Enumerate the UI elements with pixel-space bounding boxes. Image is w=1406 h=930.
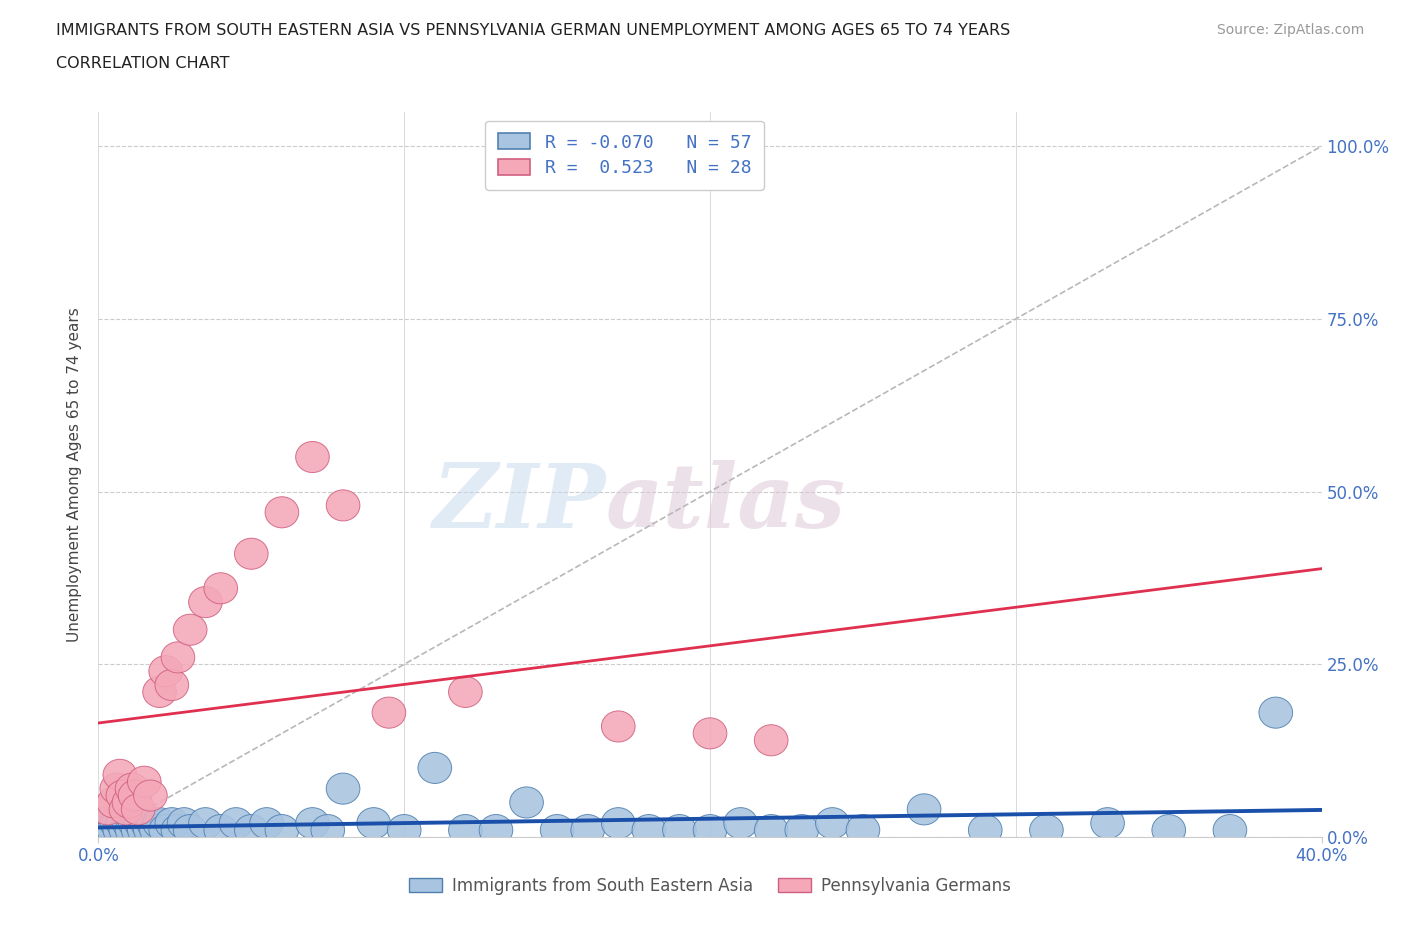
Ellipse shape	[449, 676, 482, 708]
Ellipse shape	[266, 497, 298, 528]
Ellipse shape	[87, 807, 121, 839]
Ellipse shape	[388, 815, 420, 845]
Ellipse shape	[540, 815, 574, 845]
Ellipse shape	[785, 815, 818, 845]
Ellipse shape	[1152, 815, 1185, 845]
Ellipse shape	[112, 807, 146, 839]
Ellipse shape	[235, 538, 269, 569]
Ellipse shape	[357, 807, 391, 839]
Ellipse shape	[693, 718, 727, 749]
Ellipse shape	[110, 794, 143, 825]
Ellipse shape	[115, 773, 149, 804]
Legend: Immigrants from South Eastern Asia, Pennsylvania Germans: Immigrants from South Eastern Asia, Penn…	[402, 870, 1018, 901]
Ellipse shape	[326, 490, 360, 521]
Ellipse shape	[1258, 698, 1292, 728]
Ellipse shape	[510, 787, 543, 818]
Ellipse shape	[105, 780, 139, 811]
Ellipse shape	[602, 807, 636, 839]
Ellipse shape	[118, 780, 152, 811]
Ellipse shape	[633, 815, 665, 845]
Ellipse shape	[103, 759, 136, 790]
Ellipse shape	[815, 807, 849, 839]
Ellipse shape	[162, 815, 195, 845]
Ellipse shape	[155, 670, 188, 700]
Ellipse shape	[112, 787, 146, 818]
Ellipse shape	[134, 780, 167, 811]
Ellipse shape	[97, 815, 131, 845]
Ellipse shape	[1029, 815, 1063, 845]
Ellipse shape	[295, 807, 329, 839]
Ellipse shape	[326, 773, 360, 804]
Ellipse shape	[266, 815, 298, 845]
Ellipse shape	[479, 815, 513, 845]
Ellipse shape	[97, 787, 131, 818]
Ellipse shape	[693, 815, 727, 845]
Ellipse shape	[755, 815, 787, 845]
Ellipse shape	[162, 642, 195, 673]
Ellipse shape	[121, 794, 155, 825]
Text: CORRELATION CHART: CORRELATION CHART	[56, 56, 229, 71]
Ellipse shape	[100, 807, 134, 839]
Ellipse shape	[204, 815, 238, 845]
Ellipse shape	[662, 815, 696, 845]
Ellipse shape	[143, 807, 176, 839]
Ellipse shape	[755, 724, 787, 756]
Ellipse shape	[373, 698, 406, 728]
Ellipse shape	[219, 807, 253, 839]
Ellipse shape	[188, 587, 222, 618]
Ellipse shape	[173, 815, 207, 845]
Ellipse shape	[105, 807, 139, 839]
Ellipse shape	[250, 807, 284, 839]
Ellipse shape	[907, 794, 941, 825]
Ellipse shape	[418, 752, 451, 783]
Ellipse shape	[188, 807, 222, 839]
Ellipse shape	[167, 807, 201, 839]
Y-axis label: Unemployment Among Ages 65 to 74 years: Unemployment Among Ages 65 to 74 years	[67, 307, 83, 642]
Ellipse shape	[100, 773, 134, 804]
Ellipse shape	[295, 442, 329, 472]
Ellipse shape	[91, 815, 124, 845]
Ellipse shape	[724, 807, 758, 839]
Text: IMMIGRANTS FROM SOUTH EASTERN ASIA VS PENNSYLVANIA GERMAN UNEMPLOYMENT AMONG AGE: IMMIGRANTS FROM SOUTH EASTERN ASIA VS PE…	[56, 23, 1011, 38]
Text: ZIP: ZIP	[433, 460, 606, 547]
Ellipse shape	[204, 573, 238, 604]
Text: Source: ZipAtlas.com: Source: ZipAtlas.com	[1216, 23, 1364, 37]
Ellipse shape	[173, 614, 207, 645]
Ellipse shape	[103, 815, 136, 845]
Text: atlas: atlas	[606, 460, 846, 547]
Ellipse shape	[94, 807, 128, 839]
Ellipse shape	[121, 815, 155, 845]
Ellipse shape	[128, 766, 162, 797]
Ellipse shape	[149, 656, 183, 686]
Ellipse shape	[124, 807, 157, 839]
Ellipse shape	[115, 815, 149, 845]
Ellipse shape	[143, 676, 176, 708]
Ellipse shape	[311, 815, 344, 845]
Ellipse shape	[128, 815, 162, 845]
Ellipse shape	[139, 815, 173, 845]
Ellipse shape	[118, 807, 152, 839]
Ellipse shape	[134, 815, 167, 845]
Ellipse shape	[571, 815, 605, 845]
Ellipse shape	[1213, 815, 1247, 845]
Ellipse shape	[449, 815, 482, 845]
Ellipse shape	[602, 711, 636, 742]
Ellipse shape	[235, 815, 269, 845]
Ellipse shape	[136, 807, 170, 839]
Ellipse shape	[1091, 807, 1125, 839]
Ellipse shape	[131, 807, 165, 839]
Ellipse shape	[846, 815, 880, 845]
Ellipse shape	[149, 815, 183, 845]
Ellipse shape	[110, 815, 143, 845]
Ellipse shape	[969, 815, 1002, 845]
Ellipse shape	[155, 807, 188, 839]
Ellipse shape	[91, 794, 124, 825]
